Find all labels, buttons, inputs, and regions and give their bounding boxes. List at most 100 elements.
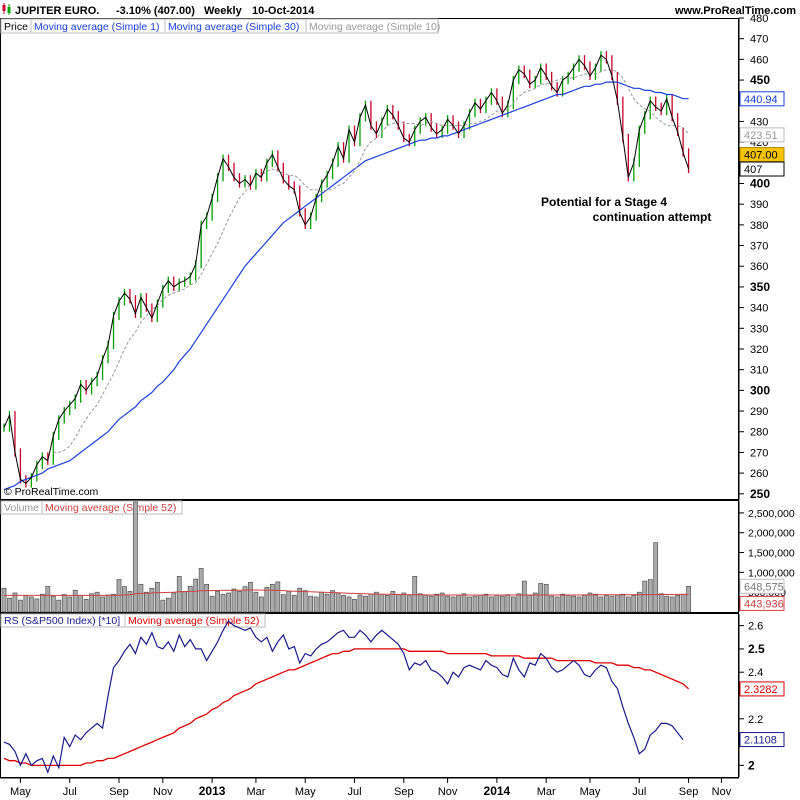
volume-bar — [209, 595, 215, 613]
legend-volume-ma: Moving average (Simple 52) — [45, 502, 176, 514]
volume-bar — [636, 591, 642, 613]
price-tick-label: 320 — [750, 344, 768, 356]
volume-bar — [587, 592, 593, 613]
volume-tick-label: 2,500,000 — [748, 508, 795, 520]
volume-bar — [554, 596, 560, 613]
volume-last-badge — [739, 578, 785, 594]
volume-bar — [357, 594, 363, 613]
x-tick-label: Nov — [438, 786, 458, 798]
volume-bar — [313, 596, 319, 613]
volume-bar — [401, 592, 407, 613]
volume-bar — [565, 595, 571, 613]
volume-bar — [461, 593, 467, 613]
volume-bar — [133, 501, 138, 613]
sma30-line — [3, 81, 689, 491]
volume-bar — [615, 594, 620, 613]
time-x-axis: May Jul Sep Nov 2013 Mar May Jul Sep Nov 2014 Mar Ma… — [0, 777, 739, 798]
volume-bar — [417, 593, 423, 613]
volume-bar — [489, 596, 494, 613]
volume-bar — [412, 576, 418, 613]
volume-bar — [269, 583, 275, 613]
volume-bar — [593, 593, 598, 613]
volume-tick-label: 1,000,000 — [748, 567, 795, 579]
volume-bar — [39, 593, 45, 613]
price-tick-label: 400 — [750, 176, 770, 190]
sma10-line — [53, 69, 689, 453]
price-tick-label: 290 — [750, 406, 768, 418]
volume-bar — [127, 591, 133, 613]
volume-bar — [165, 597, 171, 613]
volume-bar — [521, 580, 527, 613]
volume-bar — [532, 592, 538, 613]
volume-bar — [341, 595, 346, 613]
volume-bar — [653, 542, 659, 613]
volume-bar — [176, 576, 182, 613]
volume-bar — [105, 594, 111, 613]
volume-bar — [204, 583, 209, 613]
volume-bar — [598, 596, 604, 613]
legend-price: Price — [4, 21, 28, 33]
volume-bar — [149, 587, 155, 613]
volume-bar — [363, 595, 368, 613]
x-tick-label: 2014 — [484, 784, 511, 798]
rs-ma-last-badge — [739, 681, 785, 697]
legend-volume: Volume — [4, 502, 39, 514]
volume-bar — [510, 596, 516, 613]
volume-bar — [472, 595, 478, 613]
volume-bar — [193, 578, 199, 613]
x-tick-label: May — [295, 786, 316, 798]
rs-plot — [3, 620, 690, 775]
volume-bar — [89, 593, 94, 613]
price-change: -3.10% (407.00) — [116, 5, 195, 17]
volume-bar — [390, 591, 396, 613]
site-link[interactable]: www.ProRealTime.com — [674, 5, 796, 17]
volume-bar — [620, 593, 626, 613]
legend-rs-ma: Moving average (Simple 52) — [128, 615, 259, 627]
volume-bar — [67, 596, 73, 613]
volume-bar — [7, 597, 12, 613]
x-tick-label: Mar — [246, 786, 265, 798]
volume-bar — [72, 589, 78, 613]
price-tick-label: 370 — [750, 241, 768, 253]
volume-bar — [34, 598, 40, 613]
sma30-badge — [739, 91, 785, 107]
volume-bar — [264, 587, 270, 613]
price-tick-label: 460 — [750, 54, 768, 66]
price-tick-label: 480 — [750, 13, 768, 25]
volume-bar — [111, 593, 116, 613]
volume-bar — [385, 595, 390, 613]
volume-bar — [428, 595, 434, 613]
volume-bar — [160, 599, 166, 613]
volume-tick-label: 1,500,000 — [748, 548, 795, 560]
volume-bar — [330, 590, 335, 613]
volume-bar — [582, 595, 587, 613]
rs-line — [3, 620, 684, 775]
volume-bar — [61, 594, 67, 613]
rs-y-axis: 2 2.2 2.4 2.5 2.6 2.3282 2.1108 — [738, 614, 785, 777]
volume-bar — [500, 595, 505, 613]
price-tick-label: 310 — [750, 365, 768, 377]
rs-tick-label: 2 — [748, 758, 755, 772]
price-tick-label: 470 — [750, 34, 768, 46]
x-tick-label: Nov — [153, 786, 173, 798]
x-tick-label: Sep — [394, 786, 414, 798]
volume-bar — [280, 594, 286, 613]
chart-header: JUPITER EURO. -3.10% (407.00) Weekly 10-… — [2, 3, 796, 17]
volume-bar — [231, 588, 237, 613]
volume-bar — [439, 592, 445, 613]
rs-last-badge — [739, 732, 785, 748]
volume-bar — [406, 595, 412, 613]
volume-bar — [12, 592, 18, 613]
volume-tick-label: 2,000,000 — [748, 528, 795, 540]
volume-bar — [680, 593, 686, 613]
legend-sma30: Moving average (Simple 30) — [168, 21, 299, 33]
date: 10-Oct-2014 — [252, 5, 315, 17]
x-tick-label: Nov — [712, 786, 732, 798]
instrument-title: JUPITER EURO. — [15, 5, 99, 17]
volume-bar — [100, 596, 105, 613]
sma10-badge-label: 423.51 — [744, 130, 778, 142]
volume-bar — [253, 591, 259, 613]
volume-bar — [215, 591, 220, 613]
volume-bar — [686, 585, 691, 613]
